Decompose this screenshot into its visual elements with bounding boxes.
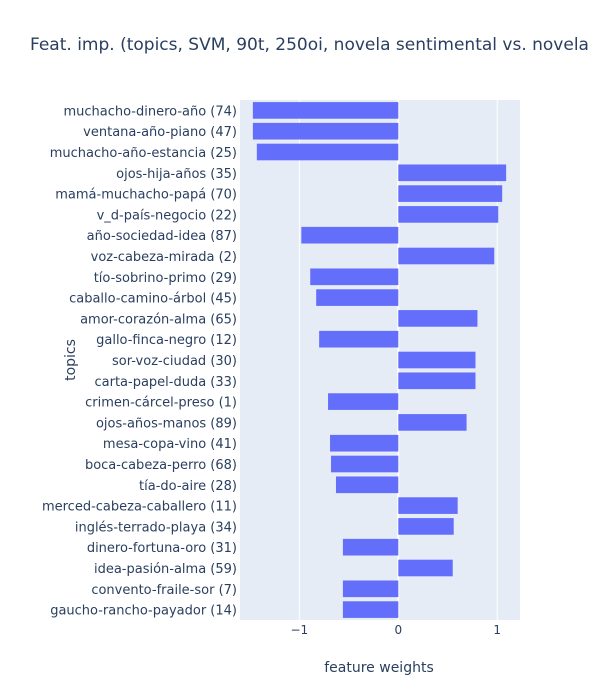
category-label: crimen-cárcel-preso (1) [85,396,237,411]
y-axis-title: topics [63,339,79,381]
bar [398,518,454,535]
category-label: año-sociedad-idea (87) [87,229,237,244]
category-label: gaucho-rancho-payador (14) [50,604,237,619]
bar [316,289,399,306]
bar [342,580,399,598]
category-label: caballo-camino-árbol (45) [69,292,237,307]
category-label: merced-cabeza-caballero (11) [42,500,237,515]
category-label: inglés-terrado-playa (34) [75,520,237,535]
bar [398,372,476,390]
category-label: dinero-fortuna-oro (31) [87,541,237,556]
category-label: gallo-finca-negro (12) [96,333,237,348]
category-label: convento-fraile-sor (7) [91,583,237,598]
bar [331,455,399,473]
x-tick-label: 0 [394,623,402,637]
bar [342,601,399,618]
bar [310,268,399,286]
category-label: v_d-país-negocio (22) [97,208,237,223]
chart-title: Feat. imp. (topics, SVM, 90t, 250oi, nov… [30,35,589,55]
category-label: ventana-año-piano (47) [83,125,237,140]
bar [398,497,458,514]
bar [252,122,399,140]
category-label: muchacho-dinero-año (74) [63,104,237,119]
bar [342,538,399,556]
category-label: muchacho-año-estancia (25) [50,146,237,161]
x-tick-labels: −1 0 1 [291,623,502,637]
x-tick-label: 1 [493,623,501,637]
bars [252,102,507,618]
category-label: tío-sobrino-primo (29) [94,271,237,286]
x-axis-title: feature weights [324,660,434,676]
category-label: ojos-hija-años (35) [116,167,237,182]
bar [256,143,399,161]
category-label: carta-papel-duda (33) [94,375,237,390]
bar [319,330,399,348]
bar [398,185,503,202]
x-tick-label: −1 [291,623,309,637]
bar [398,164,507,182]
category-label: mesa-copa-vino (41) [103,437,237,452]
bar [335,476,399,494]
bar [398,414,467,431]
category-label: ojos-años-manos (89) [96,416,237,431]
bar [398,310,478,327]
category-label: voz-cabeza-mirada (2) [91,250,237,265]
bar [301,226,399,244]
category-label: mamá-muchacho-papá (70) [55,188,237,203]
category-label: boca-cabeza-perro (68) [85,458,237,473]
bar [330,434,399,452]
bar [252,102,399,119]
bar [398,351,476,369]
category-labels: muchacho-dinero-año (74) ventana-año-pian… [42,104,237,618]
bar [328,393,399,410]
category-label: amor-corazón-alma (65) [80,312,237,327]
category-label: sor-voz-ciudad (30) [112,354,237,369]
bar [398,206,499,223]
category-label: idea-pasión-alma (59) [94,562,237,577]
bar [398,559,453,577]
bar [398,247,495,265]
category-label: tía-do-aire (28) [139,479,237,494]
